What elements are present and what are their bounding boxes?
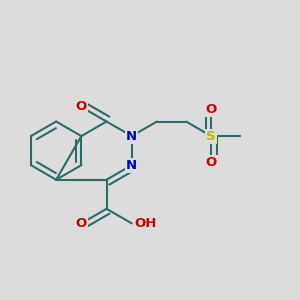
- Text: N: N: [126, 130, 137, 142]
- Text: O: O: [206, 103, 217, 116]
- Text: S: S: [206, 130, 216, 142]
- Text: OH: OH: [135, 217, 157, 230]
- Text: N: N: [126, 159, 137, 172]
- Text: O: O: [76, 217, 87, 230]
- Text: O: O: [76, 100, 87, 113]
- Text: O: O: [206, 156, 217, 169]
